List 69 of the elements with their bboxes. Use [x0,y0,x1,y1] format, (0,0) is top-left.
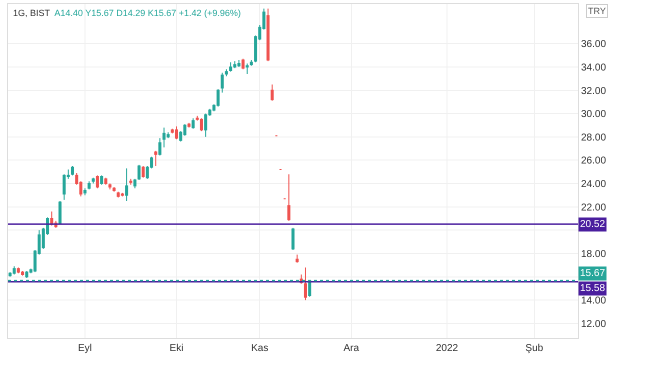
candlestick [129,178,132,186]
candlestick [112,186,116,192]
ref-line-label: 20.52 [580,219,606,230]
y-tick-label: 18.00 [581,248,606,260]
candlestick [96,174,99,189]
x-tick-label: Kas [251,343,268,354]
ref-line-label: 15.58 [580,283,606,294]
candlestick [100,174,104,186]
text: A14.40 Y15.67 D14.29 K15.67 +1.42 (+9.96%) [54,8,241,18]
candlestick [270,84,274,102]
y-tick-label: 24.00 [581,179,606,190]
candlestick [125,168,128,202]
candlestick [154,150,158,167]
candlestick [92,177,95,184]
candlestick [266,8,270,62]
y-tick-label: 32.00 [581,86,606,97]
candlestick [296,254,299,264]
candlestick [304,266,307,301]
candlestick [204,113,208,138]
candlestick [104,177,108,186]
candlestick [142,166,145,178]
y-tick-label: 12.00 [581,318,606,330]
candlestick [224,68,228,77]
candlestick [16,266,20,274]
candlestick [158,138,162,156]
x-tick-label: Eyl [78,343,92,354]
y-tick-label: 34.00 [581,62,606,74]
candlestick [138,164,141,181]
candlestick [108,183,112,190]
candlestick [237,59,240,68]
x-tick-label: Eki [170,343,184,354]
candlestick [291,227,295,250]
candlestick [133,178,136,189]
candlestick [242,58,245,70]
candlestick [12,266,16,275]
y-tick-label: 28.00 [581,132,606,144]
candlestick [50,211,54,226]
x-tick-label: Şub [525,343,544,354]
y-tick-label: 22.00 [581,202,606,214]
y-tick-label: 30.00 [581,109,606,120]
candlestick [174,126,178,140]
candlestick [70,166,74,176]
candlestick [233,60,236,69]
y-tick-label: 26.00 [581,156,606,167]
candlestick [192,118,195,130]
candlestick [229,62,232,72]
candlestick [25,270,28,278]
text: TRY [588,6,606,16]
candlestick [250,59,253,66]
candlestick [246,62,249,74]
x-tick-label: Ara [343,343,360,354]
candlestick [120,192,124,197]
candlestick [200,118,203,132]
candlestick [83,188,86,196]
candlestick [58,200,62,225]
candlestick [88,180,91,190]
text: 1G, BIST [13,8,50,18]
candlestick [162,127,166,148]
candlestick [220,72,224,94]
candlestick [62,174,66,200]
ref-line-label: 15.67 [580,268,606,279]
y-tick-label: 36.00 [581,39,606,50]
candlestick [216,88,220,108]
x-tick-label: 2022 [436,343,458,354]
candlestick [116,191,120,198]
candlestick [287,174,290,222]
candlestick [21,270,24,276]
y-tick-label: 14.00 [581,296,606,307]
candlestick [187,122,190,128]
